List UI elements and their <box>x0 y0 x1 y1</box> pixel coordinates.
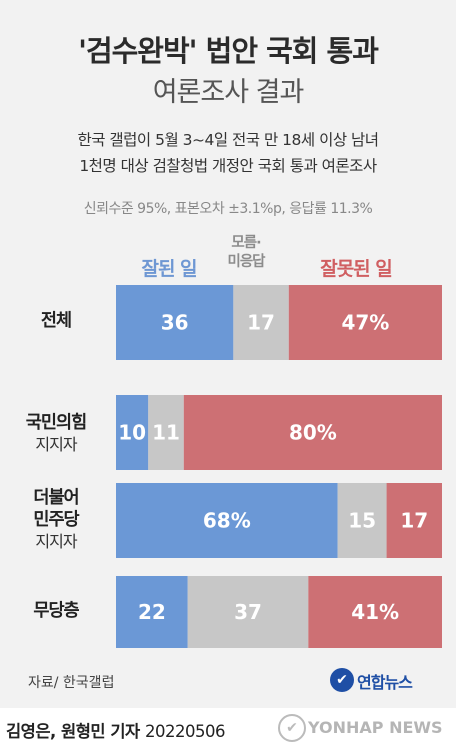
bar-label-row2-good: 68% <box>203 509 251 533</box>
bar-row0-bad <box>288 285 442 360</box>
bar-label-row0-dont-know: 17 <box>247 311 275 335</box>
bar-label-row3-good: 22 <box>138 600 166 624</box>
bar-label-row1-bad: 80% <box>289 421 337 445</box>
byline-reporters: 김영은, 원형민 기자 <box>6 722 140 741</box>
description-line-1: 한국 갤럽이 5월 3~4일 전국 만 18세 이상 남녀 <box>77 131 379 149</box>
row-label-dp-line1: 더불어 <box>33 488 79 508</box>
row-label-dp-line2: 민주당 <box>33 510 79 530</box>
bar-label-row2-bad: 17 <box>400 509 428 533</box>
byline: 김영은, 원형민 기자 20220506 <box>6 718 225 742</box>
bar-label-row0-good: 36 <box>161 311 189 335</box>
legend-good: 잘된 일 <box>141 258 197 280</box>
source-note: 자료/ 한국갤럽 <box>28 675 115 691</box>
row-label-ppp: 국민의힘 지지자 <box>0 412 112 456</box>
bar-row1-good <box>116 395 149 470</box>
page-title: '검수완박' 법안 국회 통과 <box>78 34 379 68</box>
bar-row0-good <box>116 285 234 360</box>
bar-row2-good <box>116 483 338 558</box>
bar-label-row3-bad: 41% <box>351 600 399 624</box>
legend-dont-know-line1: 모름· <box>231 235 261 251</box>
row-label-ppp-sub: 지지자 <box>35 435 77 454</box>
row-label-ppp-text: 국민의힘 <box>25 413 87 433</box>
bar-row0-dont-know <box>233 285 289 360</box>
legend-dont-know-line2: 미응답 <box>227 254 265 270</box>
bar-label-row1-dont-know: 11 <box>152 421 180 445</box>
bar-row3-bad <box>308 576 442 648</box>
description-line-2: 1천명 대상 검찰청법 개정안 국회 통과 여론조사 <box>79 157 377 175</box>
bar-row1-bad <box>183 395 443 470</box>
row-label-independent-text: 무당층 <box>33 601 79 621</box>
bar-row3-good <box>116 576 188 648</box>
watermark-text: YONHAP NEWS <box>308 718 443 737</box>
bar-label-row3-dont-know: 37 <box>234 600 262 624</box>
legend-bad: 잘못된 일 <box>320 258 393 280</box>
bar-row3-dont-know <box>187 576 309 648</box>
row-label-dp: 더불어 민주당 지지자 <box>0 487 112 553</box>
row-label-dp-sub: 지지자 <box>35 532 77 551</box>
yonhap-logo-text: 연합뉴스 <box>357 673 413 692</box>
footer-bar: 김영은, 원형민 기자 20220506 ✔ YONHAP NEWS <box>0 708 456 750</box>
survey-meta: 신뢰수준 95%, 표본오차 ±3.1%p, 응답률 11.3% <box>83 201 373 217</box>
row-label-total: 전체 <box>0 310 112 332</box>
watermark-icon: ✔ <box>278 714 306 742</box>
row-label-independent: 무당층 <box>0 600 112 622</box>
page-subtitle: 여론조사 결과 <box>152 77 305 108</box>
bar-label-row0-bad: 47% <box>341 311 389 335</box>
bar-label-row2-dont-know: 15 <box>348 509 376 533</box>
bar-row1-dont-know <box>148 395 184 470</box>
bar-row2-dont-know <box>337 483 387 558</box>
row-label-total-text: 전체 <box>40 311 72 331</box>
yonhap-logo-icon: ✔ <box>330 668 354 692</box>
legend-dont-know: 모름· 미응답 <box>222 234 270 272</box>
bar-row2-bad <box>386 483 442 558</box>
byline-date: 20220506 <box>144 722 225 741</box>
bar-label-row1-good: 10 <box>118 421 146 445</box>
yonhap-logo: ✔ 연합뉴스 <box>330 666 445 698</box>
